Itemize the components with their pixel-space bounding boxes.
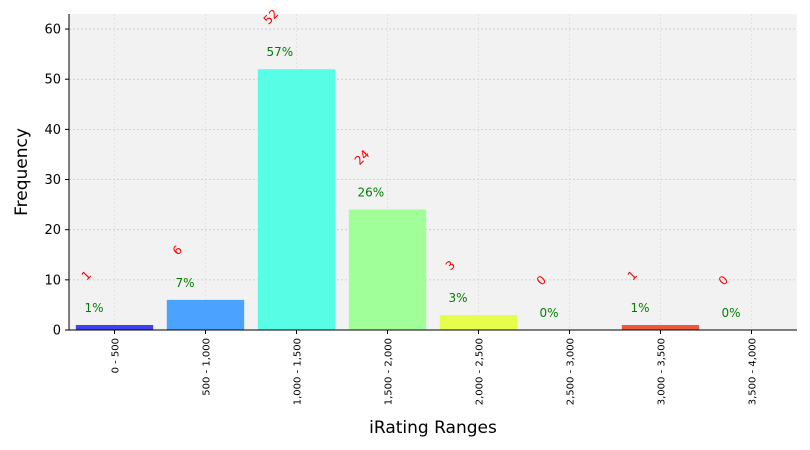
percent-label: 26% <box>358 186 385 200</box>
x-tick-label: 2,500 - 3,000 <box>566 338 577 405</box>
x-tick-label: 500 - 1,000 <box>202 338 213 396</box>
x-tick-label: 2,000 - 2,500 <box>475 338 486 405</box>
bar <box>75 324 154 330</box>
percent-label: 7% <box>176 276 195 290</box>
percent-label: 0% <box>722 306 741 320</box>
y-tick-label: 50 <box>44 73 61 88</box>
percent-label: 0% <box>540 306 559 320</box>
y-tick-label: 10 <box>44 273 61 288</box>
bar <box>166 299 245 330</box>
bars <box>75 69 700 330</box>
y-tick-label: 0 <box>53 324 61 339</box>
y-axis-title: Frequency <box>12 128 32 216</box>
percent-label: 1% <box>85 301 104 315</box>
y-axis-ticks: 0 10 20 30 40 50 60 <box>44 23 69 339</box>
bar <box>621 324 700 330</box>
bar <box>439 314 518 330</box>
x-axis-ticks: 0 - 500 500 - 1,000 1,000 - 1,500 1,500 - 2… <box>111 330 759 405</box>
plot-area <box>69 14 797 330</box>
x-axis-title: iRating Ranges <box>369 418 497 438</box>
x-tick-label: 1,000 - 1,500 <box>293 338 304 405</box>
x-tick-label: 3,500 - 4,000 <box>748 338 759 405</box>
percent-label: 3% <box>449 291 468 305</box>
x-tick-label: 1,500 - 2,000 <box>384 338 395 405</box>
x-tick-label: 0 - 500 <box>111 338 122 373</box>
x-tick-label: 3,000 - 3,500 <box>657 338 668 405</box>
bar <box>257 69 336 330</box>
bar <box>348 209 427 330</box>
y-tick-label: 20 <box>44 223 61 238</box>
y-tick-label: 30 <box>44 173 61 188</box>
axes <box>68 14 797 331</box>
y-tick-label: 60 <box>44 23 61 38</box>
percent-label: 1% <box>631 301 650 315</box>
y-tick-label: 40 <box>44 123 61 138</box>
percent-label: 57% <box>267 45 294 59</box>
